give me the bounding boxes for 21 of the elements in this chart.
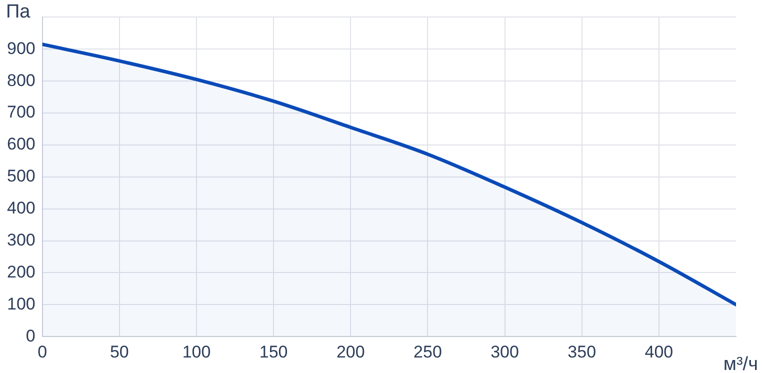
y-tick-label: 200	[6, 262, 36, 282]
y-tick-label: 900	[6, 38, 36, 58]
y-axis-title: Па	[6, 2, 31, 23]
y-tick-label: 700	[6, 102, 36, 122]
y-tick-label: 300	[6, 230, 36, 250]
y-tick-label: 100	[6, 294, 36, 314]
x-tick-label: 250	[414, 342, 442, 362]
y-tick-label: 500	[6, 166, 36, 186]
y-tick-label: 800	[6, 70, 36, 90]
x-axis-title: м³/ч	[723, 354, 758, 373]
x-tick-label: 0	[38, 342, 48, 362]
y-tick-label: 600	[6, 134, 36, 154]
x-tick-label: 150	[259, 342, 288, 362]
x-tick-label: 50	[110, 342, 129, 362]
x-tick-label: 350	[568, 342, 596, 362]
y-tick-label: 0	[26, 326, 36, 346]
y-tick-label: 400	[6, 198, 36, 218]
x-tick-label: 100	[182, 342, 211, 362]
x-tick-label: 200	[336, 342, 365, 362]
x-tick-label: 300	[490, 342, 519, 362]
x-tick-label: 400	[644, 342, 674, 362]
